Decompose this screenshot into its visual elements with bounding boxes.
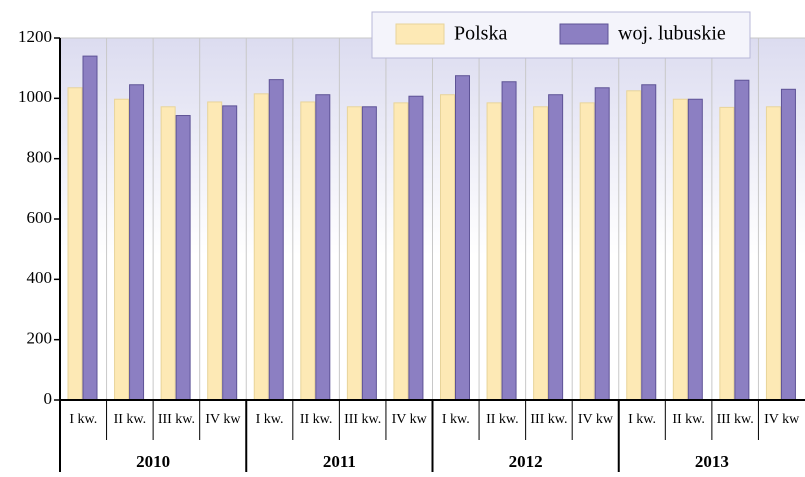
y-tick-label: 1000 xyxy=(18,87,52,106)
bar xyxy=(455,75,470,401)
x-tick-label: I kw. xyxy=(442,412,470,427)
bar xyxy=(780,88,796,401)
x-tick-label: IV kw xyxy=(392,412,428,427)
bar xyxy=(268,79,284,401)
bar xyxy=(253,93,269,401)
bar xyxy=(393,102,409,401)
bar xyxy=(315,94,331,401)
bar xyxy=(440,94,455,401)
legend-swatch xyxy=(559,23,609,45)
bar xyxy=(486,102,502,401)
x-tick-label: III kw. xyxy=(717,412,754,427)
group-label: 2011 xyxy=(323,452,356,471)
bar xyxy=(641,84,657,401)
bar xyxy=(501,81,517,401)
x-tick-label: IV kw xyxy=(578,412,614,427)
bar xyxy=(160,106,176,401)
bar xyxy=(533,106,549,401)
x-tick-label: I kw. xyxy=(628,412,656,427)
bar xyxy=(734,79,750,401)
x-tick-label: IV kw xyxy=(205,412,241,427)
bar xyxy=(548,94,564,401)
x-tick-label: III kw. xyxy=(344,412,381,427)
legend-label: Polska xyxy=(454,23,507,45)
legend-swatch xyxy=(395,23,445,45)
bar xyxy=(346,106,362,401)
bar xyxy=(67,87,83,401)
bar xyxy=(626,90,642,401)
bar xyxy=(765,106,781,401)
bar xyxy=(175,115,191,401)
bar xyxy=(114,98,130,401)
x-tick-label: I kw. xyxy=(256,412,284,427)
y-tick-label: 400 xyxy=(27,268,53,287)
bar xyxy=(719,106,735,401)
x-tick-label: IV kw xyxy=(764,412,800,427)
x-tick-label: II kw. xyxy=(114,412,147,427)
x-tick-label: I kw. xyxy=(69,412,97,427)
x-tick-label: II kw. xyxy=(672,412,705,427)
bar xyxy=(408,95,424,401)
x-tick-label: II kw. xyxy=(300,412,333,427)
bar xyxy=(579,102,595,401)
bar xyxy=(82,55,98,401)
x-tick-label: III kw. xyxy=(530,412,567,427)
y-tick-label: 1200 xyxy=(18,27,52,46)
bar xyxy=(361,106,377,401)
group-label: 2012 xyxy=(509,452,543,471)
bar xyxy=(687,98,703,401)
y-tick-label: 600 xyxy=(27,208,53,227)
y-tick-label: 0 xyxy=(44,389,53,408)
bar xyxy=(222,105,238,401)
bar xyxy=(672,98,688,401)
bar xyxy=(207,101,223,401)
x-tick-label: II kw. xyxy=(486,412,519,427)
bar xyxy=(300,101,316,401)
y-tick-label: 200 xyxy=(27,329,53,348)
group-label: 2013 xyxy=(695,452,729,471)
bar xyxy=(594,87,610,401)
bar xyxy=(129,84,145,401)
y-tick-label: 800 xyxy=(27,148,53,167)
group-label: 2010 xyxy=(136,452,170,471)
x-tick-label: III kw. xyxy=(158,412,195,427)
legend-label: woj. lubuskie xyxy=(618,23,726,45)
